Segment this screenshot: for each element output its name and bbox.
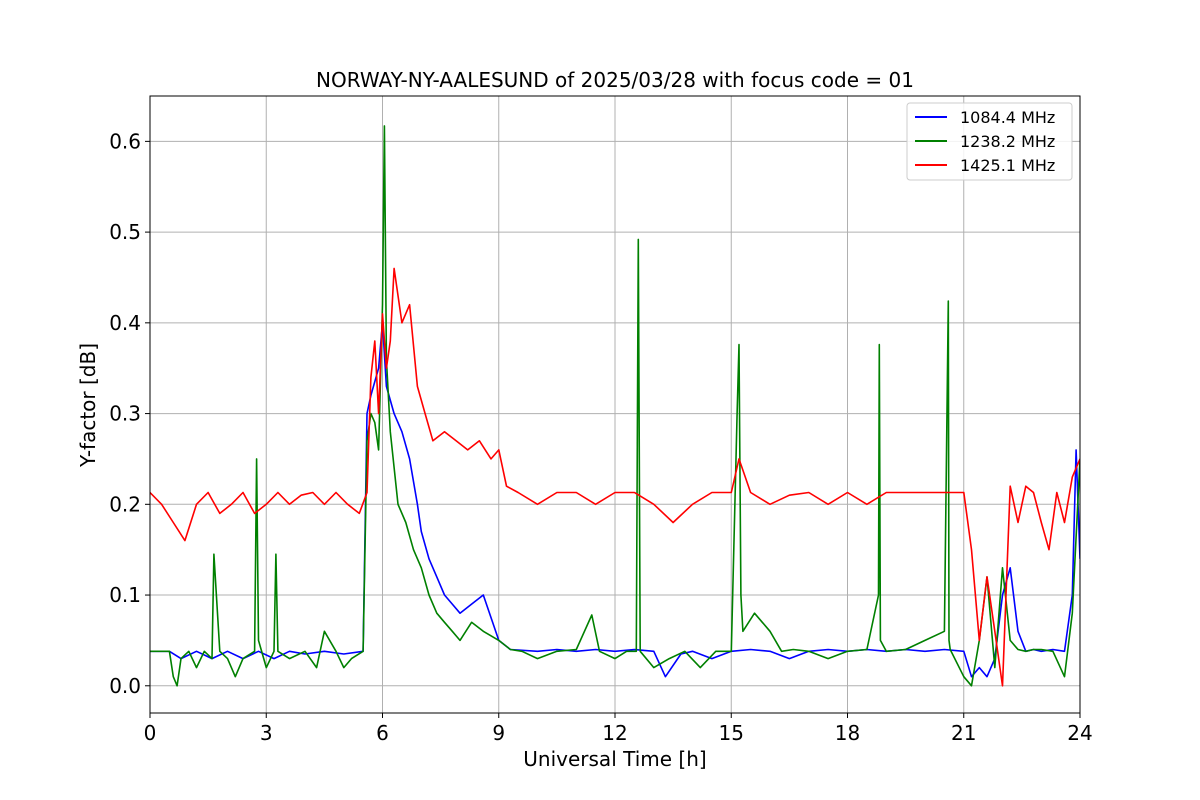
y-tick-label: 0.5	[109, 220, 141, 244]
series-line-2	[150, 267, 1080, 687]
y-axis-label: Y-factor [dB]	[76, 343, 100, 468]
x-axis-ticks: 0 3 6 9 12 15 18 21 24	[144, 713, 1093, 745]
legend-label-0: 1084.4 MHz	[960, 108, 1055, 127]
x-tick-label: 0	[144, 721, 157, 745]
y-tick-label: 0.2	[109, 492, 141, 516]
y-tick-label: 0.3	[109, 402, 141, 426]
y-tick-label: 0.6	[109, 129, 141, 153]
x-tick-label: 24	[1067, 721, 1092, 745]
y-tick-label: 0.0	[109, 674, 141, 698]
x-tick-label: 3	[260, 721, 273, 745]
x-tick-label: 15	[719, 721, 744, 745]
legend: 1084.4 MHz 1238.2 MHz 1425.1 MHz	[906, 102, 1073, 181]
y-tick-label: 0.4	[109, 311, 141, 335]
plot-area	[150, 125, 1080, 687]
x-tick-label: 9	[492, 721, 505, 745]
x-tick-label: 18	[835, 721, 860, 745]
series-line-1	[150, 125, 1080, 687]
x-tick-label: 6	[376, 721, 389, 745]
y-axis-ticks: 0.0 0.1 0.2 0.3 0.4 0.5 0.6	[109, 129, 150, 698]
chart-title: NORWAY-NY-AALESUND of 2025/03/28 with fo…	[316, 68, 914, 92]
x-axis-label: Universal Time [h]	[523, 747, 706, 771]
series-lines	[150, 125, 1080, 687]
x-tick-label: 12	[602, 721, 627, 745]
legend-box	[906, 102, 1073, 181]
legend-label-2: 1425.1 MHz	[960, 156, 1055, 175]
y-tick-label: 0.1	[109, 583, 141, 607]
series-line-0	[150, 321, 1080, 678]
x-tick-label: 21	[951, 721, 976, 745]
legend-label-1: 1238.2 MHz	[960, 132, 1055, 151]
